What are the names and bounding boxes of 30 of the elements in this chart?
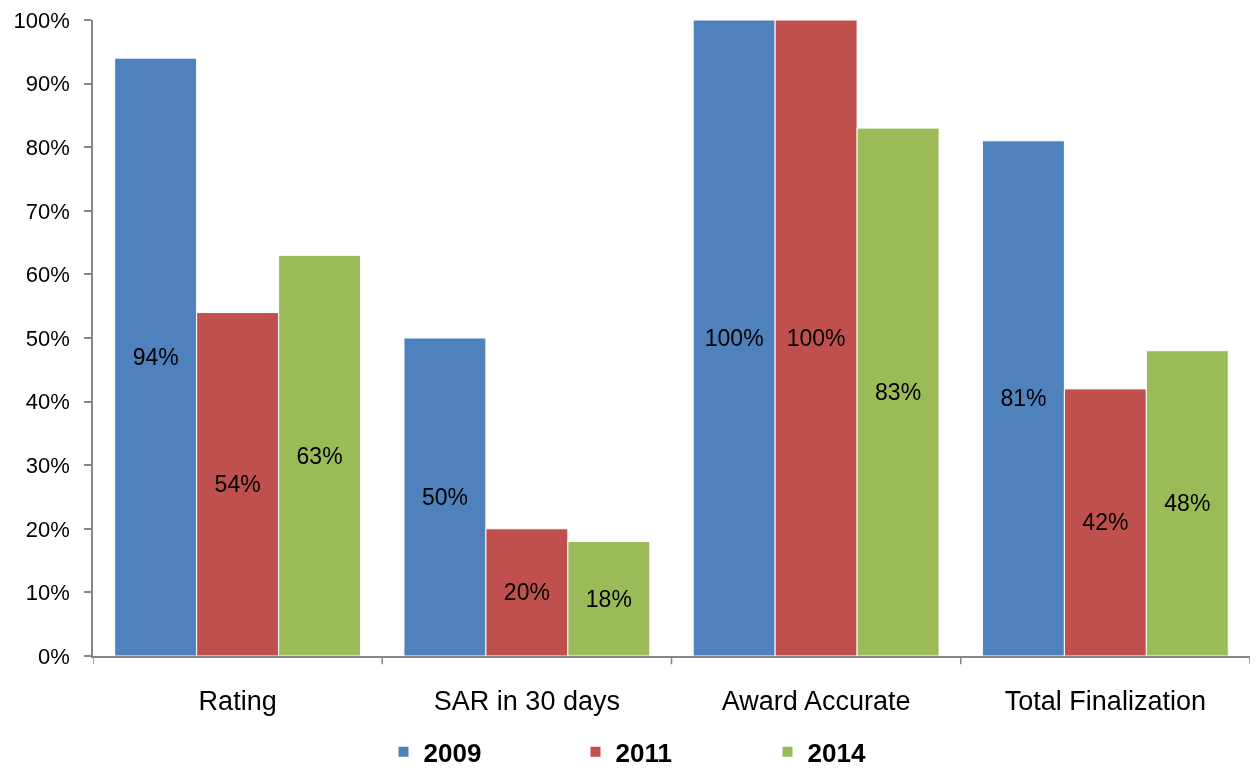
y-tick-label: 50% <box>25 325 70 351</box>
data-label: 18% <box>585 585 632 612</box>
x-tick-label: Rating <box>198 686 277 717</box>
data-label: 94% <box>132 344 179 371</box>
y-tick-label: 80% <box>25 134 70 160</box>
y-tick-label: 10% <box>25 580 70 606</box>
legend-label: 2011 <box>615 737 672 768</box>
data-label: 54% <box>214 471 261 498</box>
legend-label: 2014 <box>807 737 866 768</box>
x-tick-label: SAR in 30 days <box>433 686 620 717</box>
y-tick-label: 100% <box>13 7 70 33</box>
x-tick-label: Total Finalization <box>1004 686 1206 717</box>
data-label: 63% <box>296 442 343 469</box>
data-label: 100% <box>704 325 764 351</box>
data-label: 100% <box>786 325 846 351</box>
y-tick-label: 30% <box>25 452 70 478</box>
y-tick-label: 40% <box>25 389 70 415</box>
data-label: 81% <box>1000 385 1047 412</box>
legend-label: 2009 <box>423 737 482 768</box>
x-tick-label: Award Accurate <box>721 686 911 717</box>
data-label: 20% <box>503 579 550 606</box>
data-label: 42% <box>1082 509 1129 536</box>
data-label: 50% <box>421 484 468 510</box>
y-tick-label: 60% <box>25 262 70 288</box>
y-tick-label: 90% <box>25 71 70 97</box>
data-label: 48% <box>1164 490 1211 517</box>
y-tick-label: 20% <box>25 516 70 542</box>
y-tick-label: 0% <box>38 643 70 669</box>
data-label: 83% <box>875 379 922 406</box>
y-tick-label: 70% <box>25 198 70 224</box>
